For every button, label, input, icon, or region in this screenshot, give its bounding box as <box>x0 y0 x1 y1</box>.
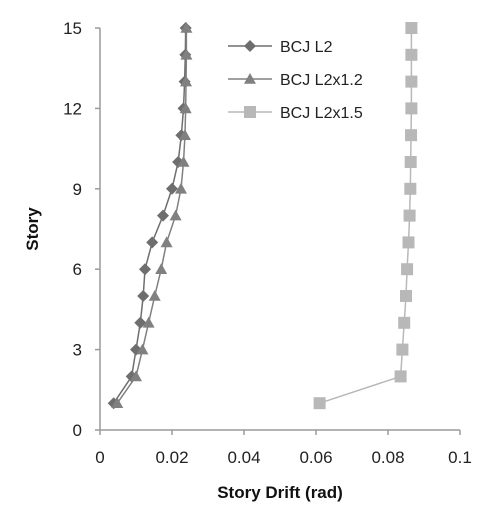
legend-marker-3 <box>244 106 256 118</box>
x-tick-label: 0.04 <box>227 448 260 467</box>
data-point-series-2 <box>148 290 161 301</box>
data-point-series-3 <box>403 209 416 222</box>
data-point-series-3 <box>405 75 418 88</box>
y-axis-title: Story <box>23 207 42 251</box>
legend-label-2: BCJ L2x1.2 <box>280 72 363 89</box>
data-point-series-1 <box>157 209 169 222</box>
ticks: 0 3 6 9 12 15 0 0.02 0.04 0.06 0.08 0.1 <box>63 19 472 467</box>
data-point-series-2 <box>180 22 193 33</box>
legend: BCJ L2 BCJ L2x1.2 BCJ L2x1.5 <box>228 39 363 122</box>
legend-marker-1 <box>244 40 256 52</box>
y-tick-label: 0 <box>73 421 82 440</box>
data-point-series-2 <box>136 343 149 355</box>
series-markers <box>107 22 418 410</box>
data-point-series-2 <box>169 209 182 221</box>
data-point-series-3 <box>398 316 411 329</box>
legend-label-1: BCJ L2 <box>280 39 333 56</box>
data-point-series-3 <box>313 397 326 410</box>
data-point-series-3 <box>405 48 418 61</box>
legend-label-3: BCJ L2x1.5 <box>280 105 363 122</box>
y-tick-label: 3 <box>73 341 82 360</box>
x-tick-label: 0.02 <box>155 448 188 467</box>
data-point-series-2 <box>160 236 173 248</box>
y-tick-label: 15 <box>63 19 82 38</box>
y-tick-label: 12 <box>63 99 82 118</box>
data-point-series-2 <box>130 370 142 382</box>
data-point-series-1 <box>139 263 151 276</box>
axes <box>99 28 460 431</box>
data-point-series-3 <box>405 102 418 115</box>
legend-marker-2 <box>244 73 256 84</box>
x-tick-label: 0.1 <box>448 448 472 467</box>
data-point-series-3 <box>402 236 415 249</box>
x-tick-label: 0.06 <box>299 448 332 467</box>
data-point-series-3 <box>394 370 407 383</box>
data-point-series-1 <box>134 316 147 329</box>
data-point-series-3 <box>401 263 414 276</box>
data-point-series-2 <box>175 182 187 194</box>
data-point-series-3 <box>400 290 412 302</box>
data-point-series-2 <box>177 156 190 167</box>
data-point-series-3 <box>404 156 417 168</box>
data-point-series-3 <box>405 22 418 34</box>
y-tick-label: 6 <box>73 260 82 279</box>
data-point-series-1 <box>137 290 150 302</box>
x-tick-label: 0 <box>95 448 104 467</box>
data-point-series-2 <box>111 397 124 408</box>
data-point-series-3 <box>396 343 409 356</box>
data-point-series-3 <box>404 182 417 195</box>
data-point-series-2 <box>178 129 191 140</box>
data-point-series-1 <box>166 182 178 195</box>
data-point-series-2 <box>180 75 193 87</box>
data-point-series-2 <box>155 263 168 274</box>
y-tick-label: 9 <box>73 180 82 199</box>
data-point-series-2 <box>180 48 193 60</box>
data-point-series-1 <box>146 236 159 249</box>
x-tick-label: 0.08 <box>371 448 404 467</box>
data-point-series-2 <box>142 316 155 328</box>
data-point-series-2 <box>179 102 192 114</box>
x-axis-title: Story Drift (rad) <box>217 483 343 502</box>
data-point-series-3 <box>405 129 418 142</box>
